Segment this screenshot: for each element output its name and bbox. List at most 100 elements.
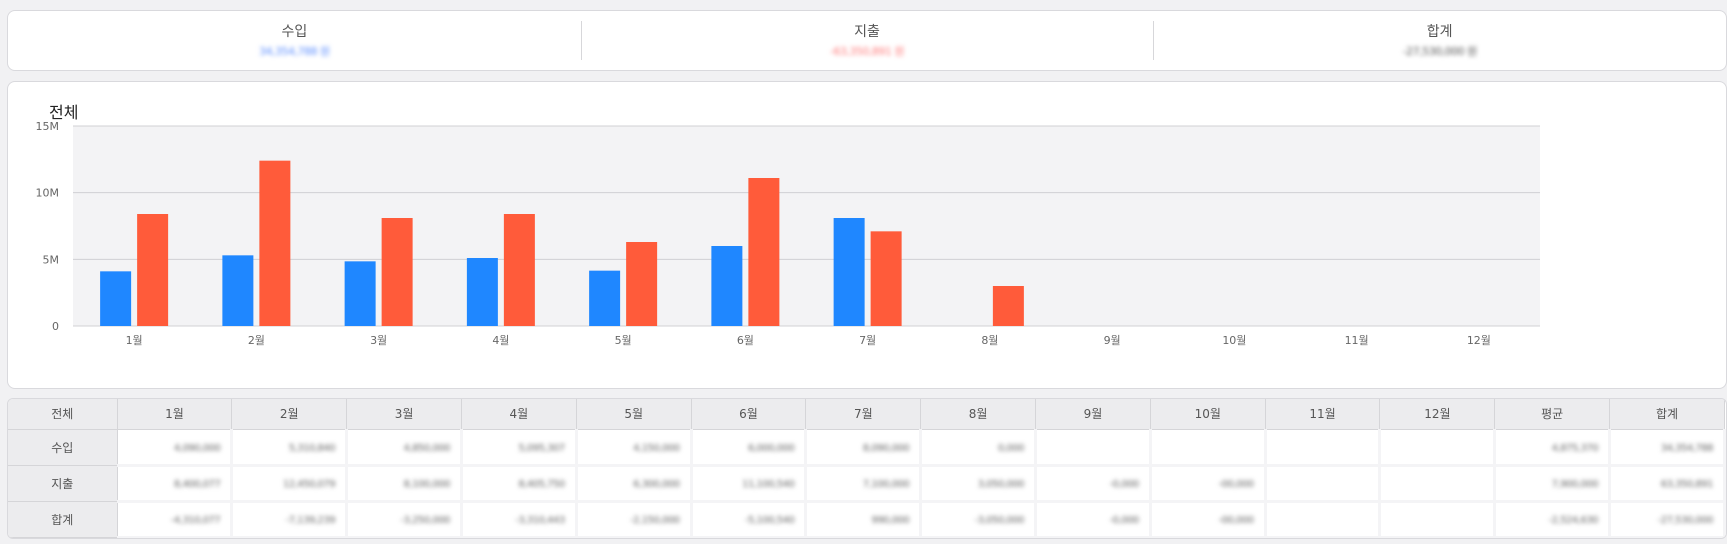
table-cell: 11,100,540 bbox=[691, 465, 808, 503]
table-cell bbox=[1265, 501, 1382, 538]
cell-value: 8,090,000 bbox=[862, 442, 910, 454]
table-cell: 0,000 bbox=[920, 429, 1037, 467]
column-header: 5월 bbox=[576, 399, 692, 430]
table-cell: 8,100,000 bbox=[346, 465, 463, 503]
cell-value: -00,000 bbox=[1218, 479, 1255, 490]
expense-value: -63,350,891 원 bbox=[829, 44, 905, 58]
table-cell: 5,095,307 bbox=[461, 429, 578, 467]
x-tick-label: 3월 bbox=[370, 334, 387, 347]
table-cell: -4,310,077 bbox=[117, 501, 234, 538]
table-body: 수입 4,090,000 5,310,840 4,850,000 5,095,307 4,… bbox=[8, 429, 1726, 538]
cell-value: -3,050,000 bbox=[974, 515, 1024, 526]
table-cell: 4,875,370 bbox=[1494, 429, 1612, 467]
table-row: 지출 8,400,077 12,450,079 8,100,000 8,405,750 6… bbox=[8, 465, 1726, 503]
table-cell: -00,000 bbox=[1150, 465, 1267, 503]
summary-bar: 수입 34,354,788 원 지출 -63,350,891 원 합계 -27,… bbox=[7, 10, 1727, 71]
table-cell: -7,139,239 bbox=[231, 501, 349, 538]
y-tick-label: 15M bbox=[36, 120, 60, 133]
income-bar bbox=[589, 270, 621, 326]
total-label: 합계 bbox=[1426, 23, 1453, 40]
column-header: 10월 bbox=[1150, 399, 1266, 430]
column-header: 6월 bbox=[691, 399, 807, 430]
x-tick-label: 7월 bbox=[859, 334, 876, 347]
row-header: 합계 bbox=[8, 501, 118, 538]
table-cell: 12,450,079 bbox=[231, 465, 349, 503]
cell-value: 3,050,000 bbox=[977, 479, 1025, 490]
table-cell: 990,000 bbox=[805, 501, 923, 538]
chart-card: 전체 0 5M 10M 15M 1월 2월 3월 4월 5월 6월 7월 8월 9월 10월 11월 12월 bbox=[7, 81, 1727, 389]
cell-value: -0,000 bbox=[1109, 479, 1140, 490]
cell-value: -2,524,630 bbox=[1548, 515, 1599, 526]
table-cell: 4,150,000 bbox=[576, 429, 693, 467]
table-cell: 7,100,000 bbox=[805, 465, 923, 503]
table-cell: -0,000 bbox=[1035, 501, 1152, 538]
cell-value: 8,405,750 bbox=[518, 479, 565, 490]
expense-bar bbox=[626, 242, 658, 326]
table-cell: -2,524,630 bbox=[1494, 501, 1612, 538]
income-bar bbox=[711, 246, 743, 326]
column-header: 4월 bbox=[461, 399, 577, 430]
x-tick-label: 2월 bbox=[248, 334, 265, 347]
column-header: 합계 bbox=[1609, 399, 1725, 430]
table-cell: -0,000 bbox=[1035, 465, 1152, 503]
table-cell bbox=[1379, 465, 1497, 503]
expense-bar bbox=[137, 214, 169, 326]
table-cell bbox=[1265, 465, 1382, 503]
table-cell bbox=[1265, 429, 1382, 467]
table-cell: -27,530,000 bbox=[1609, 501, 1726, 538]
table-cell: 7,900,000 bbox=[1494, 465, 1612, 503]
cell-value: -5,100,540 bbox=[744, 515, 795, 526]
cell-value: -4,310,077 bbox=[170, 515, 221, 526]
y-tick-label: 0 bbox=[52, 320, 59, 333]
cell-value: 34,354,788 bbox=[1660, 442, 1714, 454]
cell-value: -27,530,000 bbox=[1657, 515, 1714, 526]
expense-bar bbox=[870, 231, 902, 326]
table-cell: -5,100,540 bbox=[691, 501, 808, 538]
table-cell: -3,250,000 bbox=[346, 501, 463, 538]
table-cell: 8,405,750 bbox=[461, 465, 578, 503]
income-bar bbox=[466, 258, 498, 326]
monthly-table: 전체 1월 2월 3월 4월 5월 6월 7월 8월 9월 10월 11월 12월 평균 합계 수입 4,0… bbox=[8, 399, 1726, 538]
cell-value: -2,150,000 bbox=[630, 515, 680, 526]
x-tick-label: 10월 bbox=[1222, 334, 1246, 347]
cell-value: 5,095,307 bbox=[518, 442, 565, 454]
cell-value: 4,875,370 bbox=[1551, 442, 1599, 454]
table-cell: 5,310,840 bbox=[231, 429, 349, 467]
table-cell: 8,400,077 bbox=[117, 465, 234, 503]
cell-value: 4,850,000 bbox=[403, 442, 451, 454]
income-bar bbox=[833, 218, 865, 326]
x-tick-label: 4월 bbox=[492, 334, 509, 347]
table-cell: 8,090,000 bbox=[805, 429, 923, 467]
cell-value: 11,100,540 bbox=[742, 479, 795, 490]
table-row: 수입 4,090,000 5,310,840 4,850,000 5,095,307 4,… bbox=[8, 429, 1726, 467]
income-bar bbox=[222, 255, 254, 326]
cell-value: 0,000 bbox=[997, 442, 1025, 454]
table-cell: -3,050,000 bbox=[920, 501, 1037, 538]
expense-bar bbox=[992, 286, 1024, 326]
cell-value: 63,350,891 bbox=[1660, 479, 1714, 490]
cell-value: -3,310,443 bbox=[515, 515, 565, 526]
table-cell: 6,000,000 bbox=[691, 429, 808, 467]
table-cell: -2,150,000 bbox=[576, 501, 693, 538]
row-header: 수입 bbox=[8, 429, 118, 466]
cell-value: 8,100,000 bbox=[403, 479, 451, 490]
x-tick-label: 5월 bbox=[615, 334, 632, 347]
table-cell: 63,350,891 bbox=[1609, 465, 1726, 503]
expense-bar bbox=[748, 178, 780, 326]
table-cell: 4,850,000 bbox=[346, 429, 463, 467]
column-header: 3월 bbox=[346, 399, 462, 430]
income-bar bbox=[100, 271, 132, 326]
income-label: 수입 bbox=[281, 23, 308, 40]
x-tick-label: 9월 bbox=[1104, 334, 1121, 347]
cell-value: -0,000 bbox=[1109, 515, 1140, 526]
expense-bar bbox=[503, 214, 535, 326]
table-cell: 4,090,000 bbox=[117, 429, 234, 467]
total-value: -27,530,000 원 bbox=[1402, 44, 1478, 58]
table-row: 합계 -4,310,077 -7,139,239 -3,250,000 -3,310,4… bbox=[8, 501, 1726, 538]
monthly-table-card: 전체 1월 2월 3월 4월 5월 6월 7월 8월 9월 10월 11월 12월 평균 합계 수입 4,0… bbox=[7, 398, 1727, 539]
x-tick-label: 12월 bbox=[1467, 334, 1491, 347]
cell-value: 990,000 bbox=[871, 515, 910, 526]
column-header: 평균 bbox=[1494, 399, 1611, 430]
cell-value: 4,090,000 bbox=[173, 442, 221, 454]
y-tick-label: 5M bbox=[43, 253, 60, 266]
